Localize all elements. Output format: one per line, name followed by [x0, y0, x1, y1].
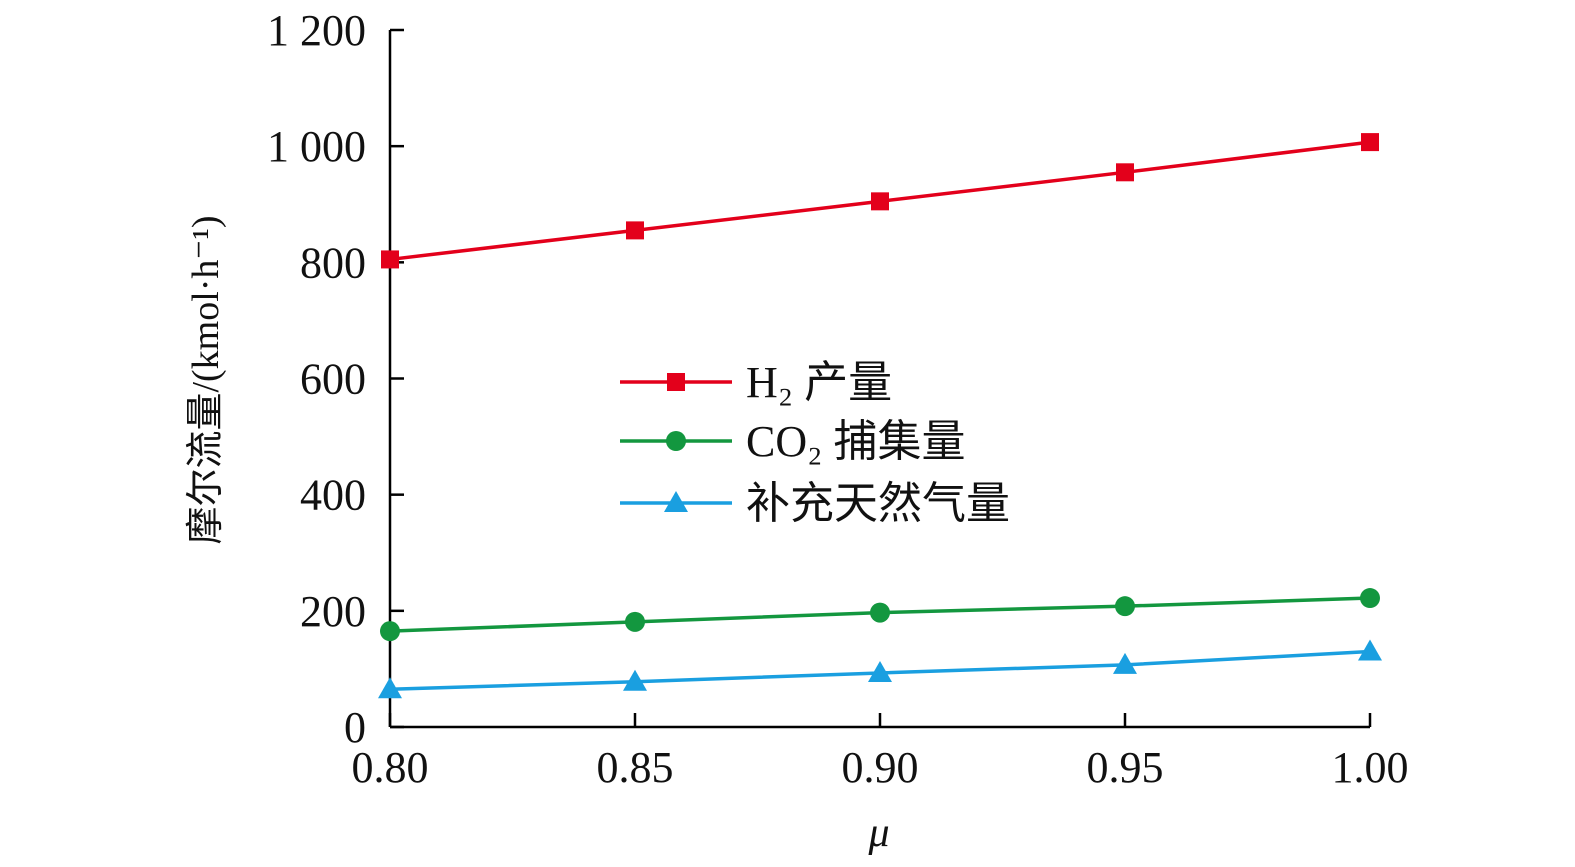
data-point	[1116, 163, 1134, 182]
x-tick-label: 0.90	[842, 743, 919, 792]
x-tick-label: 0.85	[597, 743, 674, 792]
x-tick-label: 0.95	[1087, 743, 1164, 792]
y-tick-label: 0	[344, 703, 366, 752]
data-point	[870, 602, 890, 623]
series-layer	[378, 133, 1382, 699]
series-1	[381, 133, 1379, 269]
data-point	[623, 669, 647, 691]
y-tick-label: 1 000	[267, 122, 366, 171]
data-point	[625, 611, 645, 632]
legend-marker	[666, 431, 686, 451]
data-point	[1361, 133, 1379, 152]
axes: 0 200 400 600 800 1 000 1 200 0.80 0.85 0.90 0.95 1…	[267, 6, 1409, 792]
legend-entry-1: H₂ 产量	[620, 358, 892, 407]
y-tick-label: 200	[300, 587, 366, 636]
data-point	[380, 621, 400, 642]
legend-marker	[664, 491, 688, 512]
y-tick-label: 1 200	[267, 6, 366, 55]
data-point	[1115, 596, 1135, 617]
legend-entry-2: CO₂ 捕集量	[620, 417, 965, 466]
y-tick-label: 800	[300, 238, 366, 287]
series-3	[378, 639, 1382, 699]
legend-label: 补充天然气量	[746, 479, 1010, 528]
legend-marker	[667, 373, 685, 391]
data-point	[378, 677, 402, 699]
x-axis-title: μ	[867, 810, 889, 856]
y-tick-label: 400	[300, 471, 366, 520]
series-2	[380, 588, 1380, 642]
data-point	[626, 221, 644, 240]
y-tick-label: 600	[300, 355, 366, 404]
legend-label: H₂ 产量	[746, 358, 892, 407]
data-point	[381, 250, 399, 269]
legend-label: CO₂ 捕集量	[746, 417, 965, 466]
data-point	[871, 192, 889, 211]
data-point	[1360, 588, 1380, 609]
x-tick-label: 1.00	[1332, 743, 1409, 792]
data-point	[868, 660, 892, 682]
y-axis-title: 摩尔流量/(kmol·h⁻¹)	[185, 215, 227, 544]
legend-entry-3: 补充天然气量	[620, 479, 1010, 528]
x-tick-label: 0.80	[352, 743, 429, 792]
data-point	[1113, 652, 1137, 674]
data-point	[1358, 639, 1382, 661]
